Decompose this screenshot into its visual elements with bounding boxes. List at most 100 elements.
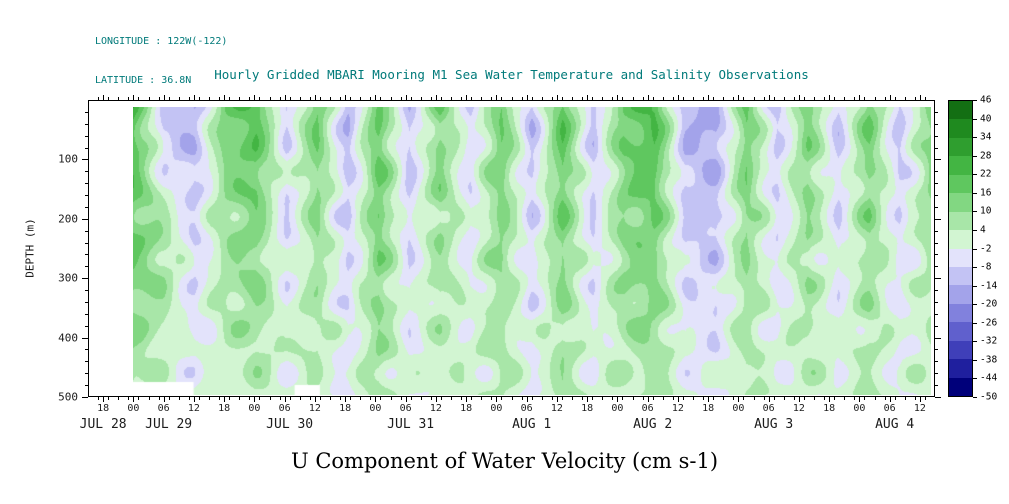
x-minor-tick-top: [420, 97, 422, 100]
x-minor-tick-bottom: [259, 397, 261, 400]
plot-title: Hourly Gridded MBARI Mooring M1 Sea Wate…: [214, 67, 809, 82]
x-minor-tick-bottom: [632, 397, 634, 400]
colorbar-tick-label: 4: [980, 224, 986, 236]
x-minor-tick-top: [491, 97, 493, 100]
colorbar-tick: [973, 100, 977, 101]
x-major-tick-top: [496, 95, 498, 100]
x-minor-tick-top: [541, 97, 543, 100]
x-minor-tick-bottom: [854, 397, 856, 400]
x-minor-tick-bottom: [642, 397, 644, 400]
x-minor-tick-top: [521, 97, 523, 100]
x-minor-tick-bottom: [481, 397, 483, 400]
x-minor-tick-bottom: [501, 397, 503, 400]
x-minor-tick-top: [713, 97, 715, 100]
x-tick-label: 00: [732, 403, 745, 414]
x-major-tick-top: [193, 95, 195, 100]
x-minor-tick-bottom: [168, 397, 170, 400]
x-minor-tick-top: [319, 97, 321, 100]
x-major-tick-bottom: [617, 397, 619, 402]
x-minor-tick-bottom: [410, 397, 412, 400]
x-minor-tick-top: [602, 97, 604, 100]
y-minor-tick-right: [935, 373, 938, 375]
x-minor-tick-bottom: [491, 397, 493, 400]
x-minor-tick-top: [209, 97, 210, 100]
colorbar-tick: [973, 211, 977, 213]
x-tick-label: 18: [97, 403, 110, 414]
x-minor-tick-top: [229, 97, 231, 100]
colorbar-band: [949, 266, 972, 286]
x-major-tick-top: [103, 95, 105, 100]
x-minor-tick-bottom: [884, 397, 886, 400]
colorbar-tick-label: -32: [980, 335, 998, 347]
y-minor-tick-right: [935, 266, 938, 268]
x-minor-tick-bottom: [188, 397, 190, 400]
y-minor-tick-left: [85, 373, 88, 375]
y-major-tick-left: [82, 337, 88, 339]
y-minor-tick-right: [935, 111, 938, 113]
colorbar-tick-label: -26: [980, 317, 998, 329]
x-date-label: JUL 31: [387, 417, 435, 432]
x-minor-tick-top: [360, 97, 362, 100]
x-minor-tick-bottom: [773, 397, 775, 400]
x-minor-tick-top: [158, 97, 160, 100]
x-minor-tick-top: [289, 97, 291, 100]
x-tick-label: 00: [611, 403, 624, 414]
x-minor-tick-top: [824, 97, 826, 100]
y-minor-tick-left: [85, 325, 88, 327]
x-major-tick-bottom: [314, 397, 316, 402]
x-minor-tick-top: [864, 97, 866, 100]
x-minor-tick-bottom: [451, 397, 452, 400]
colorbar-tick-label: -8: [980, 261, 992, 273]
x-major-tick-bottom: [163, 397, 165, 402]
x-minor-tick-top: [219, 97, 221, 100]
x-minor-tick-top: [693, 97, 694, 100]
x-major-tick-bottom: [405, 397, 407, 402]
x-major-tick-top: [254, 95, 256, 100]
y-minor-tick-right: [935, 171, 938, 173]
x-tick-label: 12: [792, 403, 805, 414]
colorbar-band: [949, 322, 972, 341]
x-minor-tick-bottom: [138, 397, 140, 400]
colorbar-band: [949, 377, 972, 396]
x-minor-tick-top: [582, 97, 584, 100]
colorbar-tick-label: 34: [980, 131, 992, 143]
x-minor-tick-top: [662, 97, 664, 100]
colorbar-tick-label: -50: [980, 391, 998, 403]
y-minor-tick-left: [85, 242, 88, 244]
x-minor-tick-top: [632, 97, 634, 100]
y-minor-tick-right: [935, 183, 938, 185]
x-minor-tick-bottom: [824, 397, 826, 400]
colorbar-tick: [973, 267, 977, 269]
x-minor-tick-bottom: [420, 397, 422, 400]
x-minor-tick-bottom: [289, 397, 291, 400]
colorbar-tick: [973, 174, 977, 176]
y-minor-tick-right: [935, 301, 938, 303]
colorbar-tick: [973, 192, 977, 194]
x-minor-tick-top: [763, 97, 765, 100]
x-tick-label: 06: [883, 403, 896, 414]
x-tick-label: 06: [157, 403, 170, 414]
x-minor-tick-bottom: [723, 397, 725, 400]
x-minor-tick-bottom: [541, 397, 543, 400]
x-minor-tick-top: [814, 97, 815, 100]
x-minor-tick-top: [592, 97, 594, 100]
colorbar-tick: [973, 285, 977, 287]
x-major-tick-top: [798, 95, 800, 100]
x-minor-tick-top: [118, 97, 120, 100]
y-major-tick-left: [82, 278, 88, 280]
x-minor-tick-top: [461, 97, 463, 100]
x-major-tick-bottom: [587, 397, 589, 402]
x-date-label: AUG 2: [633, 417, 673, 432]
y-minor-tick-left: [85, 195, 88, 197]
x-minor-tick-top: [451, 97, 452, 100]
y-minor-tick-left: [85, 254, 88, 256]
y-tick-label: 500: [58, 390, 78, 404]
latitude-text: LATITUDE : 36.8N: [95, 75, 192, 86]
x-minor-tick-bottom: [400, 397, 402, 400]
x-minor-tick-bottom: [198, 397, 200, 400]
y-major-tick-right: [935, 397, 941, 398]
colorbar-tick: [973, 118, 977, 120]
x-minor-tick-bottom: [269, 397, 271, 400]
y-minor-tick-left: [85, 266, 88, 268]
x-minor-tick-bottom: [572, 397, 573, 400]
